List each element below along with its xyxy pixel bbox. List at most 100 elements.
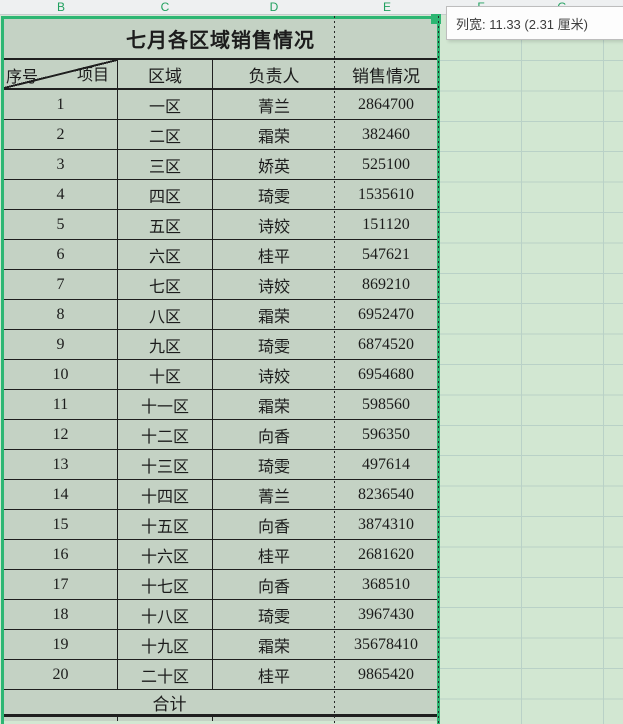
cell-serial[interactable]: 2 xyxy=(4,120,118,149)
cell-manager[interactable]: 琦雯 xyxy=(257,608,290,626)
cell-serial[interactable]: 13 xyxy=(4,450,118,479)
table-title-row[interactable]: 七月各区域销售情况 xyxy=(4,19,437,60)
cell-manager[interactable]: 娇英 xyxy=(257,158,290,176)
cell-serial[interactable]: 17 xyxy=(4,570,118,599)
column-header-D[interactable]: D xyxy=(269,0,279,14)
cell-serial[interactable]: 16 xyxy=(4,540,118,569)
cell-region[interactable]: 四区 xyxy=(118,180,213,209)
cell-region[interactable]: 六区 xyxy=(118,240,213,269)
table-row: 10 十区 诗姣 6954680 xyxy=(4,360,437,390)
header-manager[interactable]: 负责人 xyxy=(248,66,300,86)
total-value-cell[interactable] xyxy=(335,690,437,714)
cell-sales[interactable]: 1535610 xyxy=(358,185,414,203)
corner-diagonal-cell[interactable]: 序号 项目 xyxy=(4,60,118,88)
cell-manager[interactable]: 菁兰 xyxy=(257,98,290,116)
cell-serial[interactable]: 9 xyxy=(4,330,118,359)
cell-region[interactable]: 二十区 xyxy=(118,660,213,689)
cell-sales[interactable]: 9865420 xyxy=(358,665,414,683)
cell-manager[interactable]: 向香 xyxy=(257,578,290,596)
cell-serial[interactable]: 12 xyxy=(4,420,118,449)
cell-serial[interactable]: 3 xyxy=(4,150,118,179)
sliver-cell xyxy=(335,717,437,721)
cell-manager[interactable]: 琦雯 xyxy=(257,458,290,476)
cell-manager[interactable]: 霜荣 xyxy=(257,308,290,326)
cell-region[interactable]: 十四区 xyxy=(118,480,213,509)
cell-sales[interactable]: 6874520 xyxy=(358,335,414,353)
cell-manager[interactable]: 诗姣 xyxy=(257,218,290,236)
cell-region[interactable]: 二区 xyxy=(118,120,213,149)
cell-sales[interactable]: 497614 xyxy=(362,455,410,473)
cell-sales[interactable]: 6954680 xyxy=(358,365,414,383)
cell-serial[interactable]: 7 xyxy=(4,270,118,299)
cell-manager[interactable]: 向香 xyxy=(257,428,290,446)
table-row: 16 十六区 桂平 2681620 xyxy=(4,540,437,570)
cell-sales[interactable]: 2681620 xyxy=(358,545,414,563)
table-row: 8 八区 霜荣 6952470 xyxy=(4,300,437,330)
cell-region[interactable]: 一区 xyxy=(118,90,213,119)
cell-sales[interactable]: 8236540 xyxy=(358,485,414,503)
cell-serial[interactable]: 1 xyxy=(4,90,118,119)
cell-region[interactable]: 九区 xyxy=(118,330,213,359)
cell-serial[interactable]: 6 xyxy=(4,240,118,269)
cell-sales[interactable]: 547621 xyxy=(362,245,410,263)
cell-manager[interactable]: 诗姣 xyxy=(257,278,290,296)
table-next-row-sliver xyxy=(4,717,437,721)
table-total-row: 合计 xyxy=(4,690,437,717)
cell-sales[interactable]: 382460 xyxy=(362,125,410,143)
cell-manager[interactable]: 桂平 xyxy=(257,248,290,266)
sheet-empty-grid[interactable] xyxy=(440,60,623,724)
total-label-cell[interactable]: 合计 xyxy=(152,694,187,714)
cell-manager[interactable]: 桂平 xyxy=(257,668,290,686)
cell-sales[interactable]: 869210 xyxy=(362,275,410,293)
cell-serial[interactable]: 18 xyxy=(4,600,118,629)
cell-sales[interactable]: 6952470 xyxy=(358,305,414,323)
header-sales[interactable]: 销售情况 xyxy=(352,66,420,86)
header-region[interactable]: 区域 xyxy=(118,60,213,88)
cell-serial[interactable]: 8 xyxy=(4,300,118,329)
column-header-C[interactable]: C xyxy=(160,0,170,14)
column-header-B[interactable]: B xyxy=(56,0,66,14)
cell-serial[interactable]: 11 xyxy=(4,390,118,419)
cell-sales[interactable]: 3967430 xyxy=(358,605,414,623)
resize-guide-line-drag[interactable] xyxy=(438,16,439,724)
cell-serial[interactable]: 14 xyxy=(4,480,118,509)
cell-manager[interactable]: 菁兰 xyxy=(257,488,290,506)
cell-manager[interactable]: 向香 xyxy=(257,518,290,536)
cell-sales[interactable]: 2864700 xyxy=(358,95,414,113)
cell-sales[interactable]: 368510 xyxy=(362,575,410,593)
cell-region[interactable]: 十九区 xyxy=(118,630,213,659)
cell-manager[interactable]: 诗姣 xyxy=(257,368,290,386)
cell-serial[interactable]: 10 xyxy=(4,360,118,389)
column-header-E[interactable]: E xyxy=(382,0,392,14)
cell-region[interactable]: 十八区 xyxy=(118,600,213,629)
cell-serial[interactable]: 5 xyxy=(4,210,118,239)
cell-sales[interactable]: 596350 xyxy=(362,425,410,443)
cell-region[interactable]: 八区 xyxy=(118,300,213,329)
cell-serial[interactable]: 4 xyxy=(4,180,118,209)
cell-region[interactable]: 十一区 xyxy=(118,390,213,419)
cell-region[interactable]: 十七区 xyxy=(118,570,213,599)
cell-sales[interactable]: 525100 xyxy=(362,155,410,173)
cell-sales[interactable]: 151120 xyxy=(362,215,410,233)
cell-sales[interactable]: 3874310 xyxy=(358,515,414,533)
cell-region[interactable]: 十二区 xyxy=(118,420,213,449)
selection-corner-handle[interactable] xyxy=(431,14,441,24)
cell-region[interactable]: 七区 xyxy=(118,270,213,299)
cell-serial[interactable]: 19 xyxy=(4,630,118,659)
cell-manager[interactable]: 琦雯 xyxy=(257,338,290,356)
cell-sales[interactable]: 35678410 xyxy=(354,635,418,653)
cell-region[interactable]: 五区 xyxy=(118,210,213,239)
cell-manager[interactable]: 桂平 xyxy=(257,548,290,566)
cell-manager[interactable]: 琦雯 xyxy=(257,188,290,206)
cell-serial[interactable]: 20 xyxy=(4,660,118,689)
cell-manager[interactable]: 霜荣 xyxy=(257,398,290,416)
cell-region[interactable]: 三区 xyxy=(118,150,213,179)
cell-serial[interactable]: 15 xyxy=(4,510,118,539)
cell-region[interactable]: 十六区 xyxy=(118,540,213,569)
cell-region[interactable]: 十区 xyxy=(118,360,213,389)
cell-region[interactable]: 十五区 xyxy=(118,510,213,539)
cell-manager[interactable]: 霜荣 xyxy=(257,638,290,656)
cell-sales[interactable]: 598560 xyxy=(362,395,410,413)
cell-manager[interactable]: 霜荣 xyxy=(257,128,290,146)
cell-region[interactable]: 十三区 xyxy=(118,450,213,479)
